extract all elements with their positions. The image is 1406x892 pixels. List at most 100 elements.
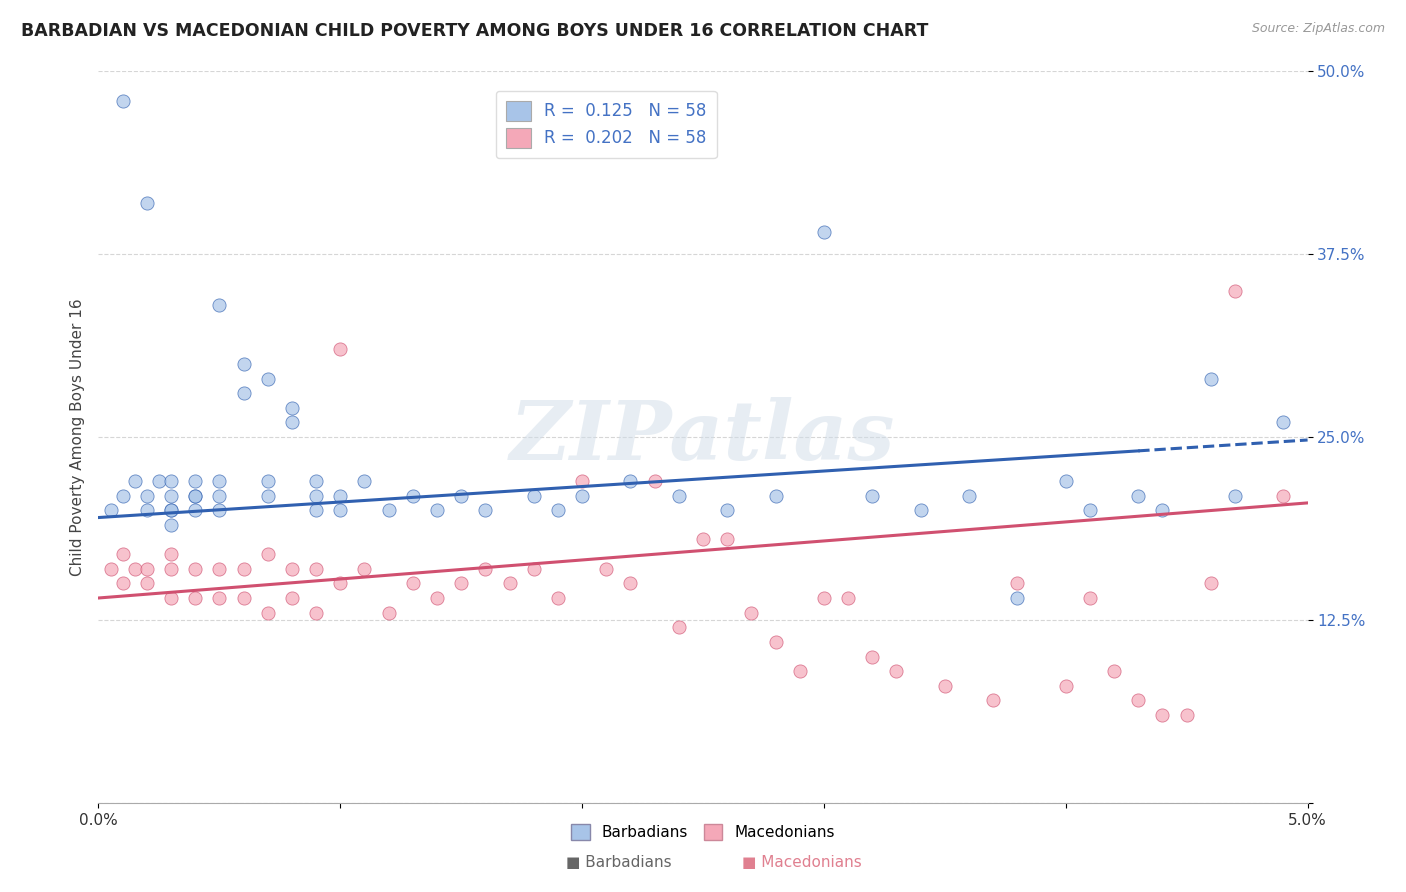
Point [595, 562, 617, 576]
Point [1007, 591, 1029, 605]
Point [571, 489, 593, 503]
Text: ZIPatlas: ZIPatlas [510, 397, 896, 477]
Point [281, 401, 304, 415]
Point [1054, 474, 1077, 488]
Point [305, 503, 328, 517]
Point [571, 474, 593, 488]
Point [256, 371, 278, 385]
Point [256, 489, 278, 503]
Point [1054, 679, 1077, 693]
Point [100, 503, 122, 517]
Point [1199, 371, 1222, 385]
Point [1152, 708, 1174, 723]
Point [474, 503, 496, 517]
Point [1152, 503, 1174, 517]
Point [208, 298, 231, 312]
Point [111, 94, 134, 108]
Text: Source: ZipAtlas.com: Source: ZipAtlas.com [1251, 22, 1385, 36]
Point [160, 474, 183, 488]
Point [402, 576, 425, 591]
Point [450, 576, 472, 591]
Point [716, 533, 738, 547]
Point [160, 517, 183, 532]
Point [716, 503, 738, 517]
Point [305, 489, 328, 503]
Point [934, 679, 956, 693]
Point [740, 606, 762, 620]
Point [377, 503, 399, 517]
Point [1128, 693, 1150, 707]
Point [813, 225, 835, 239]
Point [232, 591, 254, 605]
Point [1078, 503, 1101, 517]
Point [305, 474, 328, 488]
Point [353, 562, 375, 576]
Point [1128, 489, 1150, 503]
Point [111, 547, 134, 561]
Point [208, 474, 231, 488]
Point [957, 489, 980, 503]
Point [208, 489, 231, 503]
Point [160, 562, 183, 576]
Point [124, 562, 146, 576]
Point [184, 503, 207, 517]
Point [860, 489, 883, 503]
Point [135, 489, 157, 503]
Point [981, 693, 1004, 707]
Point [547, 591, 569, 605]
Point [765, 489, 787, 503]
Point [426, 503, 449, 517]
Y-axis label: Child Poverty Among Boys Under 16: Child Poverty Among Boys Under 16 [69, 298, 84, 576]
Point [886, 664, 908, 678]
Point [208, 503, 231, 517]
Point [1102, 664, 1125, 678]
Point [1223, 489, 1246, 503]
Point [692, 533, 714, 547]
Point [619, 576, 641, 591]
Point [1272, 489, 1295, 503]
Point [256, 547, 278, 561]
Point [789, 664, 811, 678]
Point [329, 503, 352, 517]
Point [547, 503, 569, 517]
Text: ■ Macedonians: ■ Macedonians [741, 855, 862, 870]
Point [813, 591, 835, 605]
Point [160, 591, 183, 605]
Point [1223, 284, 1246, 298]
Point [208, 591, 231, 605]
Point [644, 474, 666, 488]
Point [523, 562, 546, 576]
Point [281, 591, 304, 605]
Point [100, 562, 122, 576]
Legend: Barbadians, Macedonians: Barbadians, Macedonians [565, 818, 841, 847]
Point [184, 562, 207, 576]
Point [1175, 708, 1198, 723]
Point [523, 489, 546, 503]
Point [329, 576, 352, 591]
Point [111, 576, 134, 591]
Point [184, 591, 207, 605]
Point [402, 489, 425, 503]
Point [232, 562, 254, 576]
Point [860, 649, 883, 664]
Point [281, 416, 304, 430]
Point [498, 576, 520, 591]
Point [232, 357, 254, 371]
Point [1078, 591, 1101, 605]
Point [377, 606, 399, 620]
Point [668, 620, 690, 634]
Point [619, 474, 641, 488]
Point [765, 635, 787, 649]
Point [184, 489, 207, 503]
Point [329, 343, 352, 357]
Point [329, 489, 352, 503]
Point [160, 503, 183, 517]
Point [305, 606, 328, 620]
Point [668, 489, 690, 503]
Point [910, 503, 932, 517]
Point [837, 591, 859, 605]
Point [1007, 576, 1029, 591]
Point [353, 474, 375, 488]
Point [305, 562, 328, 576]
Point [232, 386, 254, 401]
